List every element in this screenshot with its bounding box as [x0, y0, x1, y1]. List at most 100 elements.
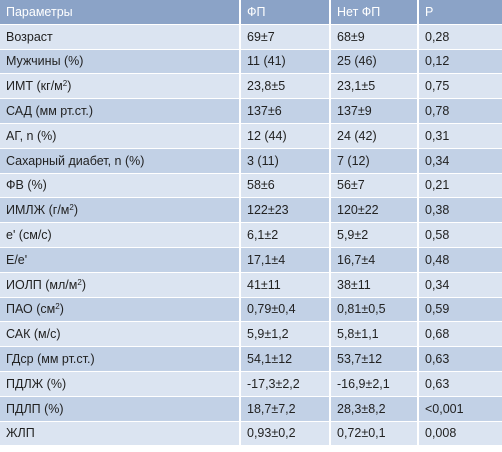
table-row: ПДЛЖ (%) -17,3±2,2 -16,9±2,1 0,63: [0, 371, 502, 397]
parameter-cell: ФВ (%): [0, 173, 241, 199]
no-af-value-cell: 53,7±12: [330, 346, 419, 372]
table-row: ПДЛП (%) 18,7±7,2 28,3±8,2 <0,001: [0, 396, 502, 422]
p-value-cell: 0,12: [418, 49, 502, 75]
p-value-cell: 0,48: [418, 247, 502, 273]
no-af-value-cell: 56±7: [330, 173, 419, 199]
parameter-label: ПДЛЖ (%): [6, 376, 67, 391]
table-row: Мужчины (%) 11 (41) 25 (46) 0,12: [0, 49, 502, 75]
no-af-value-cell: 0,72±0,1: [330, 421, 419, 447]
parameter-suffix: ): [59, 302, 64, 317]
p-value-cell: <0,001: [418, 396, 502, 422]
parameter-suffix: ): [73, 203, 79, 218]
header-af: ФП: [240, 0, 331, 25]
table-row: Возраст 69±7 68±9 0,28: [0, 24, 502, 50]
no-af-value-cell: 0,81±0,5: [330, 297, 419, 323]
p-value-cell: 0,31: [418, 123, 502, 149]
no-af-value-cell: 120±22: [330, 197, 419, 224]
p-value-cell: 0,34: [418, 272, 502, 298]
p-value-cell: 0,21: [418, 173, 502, 199]
parameter-label: Возраст: [6, 29, 53, 44]
af-value-cell: 3 (11): [240, 148, 331, 174]
no-af-value-cell: 28,3±8,2: [330, 396, 419, 422]
parameter-label: E/e': [6, 252, 28, 267]
af-value-cell: 41±11: [240, 272, 331, 298]
no-af-value-cell: 16,7±4: [330, 247, 419, 273]
parameter-suffix: ): [67, 79, 72, 94]
no-af-value-cell: 5,9±2: [330, 222, 419, 248]
af-value-cell: 69±7: [240, 24, 331, 50]
table-row: ИОЛП (мл/м2) 41±11 38±11 0,34: [0, 272, 502, 298]
header-p-value: P: [418, 0, 502, 25]
table-row: САД (мм рт.ст.) 137±6 137±9 0,78: [0, 98, 502, 124]
no-af-value-cell: -16,9±2,1: [330, 371, 419, 397]
parameter-cell: ЖЛП: [0, 421, 241, 447]
parameter-label: Сахарный диабет, n (%): [6, 153, 145, 168]
parameter-label: АГ, n (%): [6, 128, 57, 143]
no-af-value-cell: 137±9: [330, 98, 419, 124]
parameter-superscript: 2: [55, 302, 60, 312]
parameter-cell: Сахарный диабет, n (%): [0, 148, 241, 174]
header-parameters: Параметры: [0, 0, 241, 25]
af-value-cell: 6,1±2: [240, 222, 331, 248]
table-row: АГ, n (%) 12 (44) 24 (42) 0,31: [0, 123, 502, 149]
table-row: e' (см/с) 6,1±2 5,9±2 0,58: [0, 222, 502, 248]
parameter-label: ПАО (см: [6, 302, 56, 317]
no-af-value-cell: 68±9: [330, 24, 419, 50]
parameter-cell: ГДср (мм рт.ст.): [0, 346, 241, 372]
header-no-af: Нет ФП: [330, 0, 419, 25]
parameter-label: ГДср (мм рт.ст.): [6, 352, 95, 367]
parameter-cell: ПАО (см2): [0, 297, 241, 323]
parameter-label: Мужчины (%): [6, 54, 84, 69]
table-row: Сахарный диабет, n (%) 3 (11) 7 (12) 0,34: [0, 148, 502, 174]
parameter-label: ЖЛП: [6, 426, 35, 441]
parameter-cell: ИМТ (кг/м2): [0, 73, 241, 100]
parameter-label: САД (мм рт.ст.): [6, 104, 93, 119]
af-value-cell: 17,1±4: [240, 247, 331, 273]
no-af-value-cell: 38±11: [330, 272, 419, 298]
no-af-value-cell: 25 (46): [330, 49, 419, 75]
parameter-superscript: 2: [77, 277, 82, 287]
parameter-cell: ИМЛЖ (г/м2): [0, 197, 241, 224]
parameter-cell: ИОЛП (мл/м2): [0, 272, 241, 298]
af-value-cell: 137±6: [240, 98, 331, 124]
p-value-cell: 0,38: [418, 197, 502, 224]
af-value-cell: 58±6: [240, 173, 331, 199]
p-value-cell: 0,59: [418, 297, 502, 323]
af-value-cell: 11 (41): [240, 49, 331, 75]
table-row: E/e' 17,1±4 16,7±4 0,48: [0, 247, 502, 273]
parameter-cell: Возраст: [0, 24, 241, 50]
parameter-cell: АГ, n (%): [0, 123, 241, 149]
parameter-label: ИОЛП (мл/м: [6, 277, 78, 292]
p-value-cell: 0,34: [418, 148, 502, 174]
no-af-value-cell: 5,8±1,1: [330, 321, 419, 348]
p-value-cell: 0,63: [418, 371, 502, 397]
parameter-label: ИМЛЖ (г/м: [6, 203, 70, 218]
table-row: ФВ (%) 58±6 56±7 0,21: [0, 173, 502, 199]
p-value-cell: 0,68: [418, 321, 502, 348]
af-value-cell: 23,8±5: [240, 73, 331, 100]
p-value-cell: 0,75: [418, 73, 502, 100]
af-value-cell: 0,79±0,4: [240, 297, 331, 323]
af-value-cell: 54,1±12: [240, 346, 331, 372]
af-value-cell: 12 (44): [240, 123, 331, 149]
table-body: Возраст 69±7 68±9 0,28 Мужчины (%) 11 (41) 25 …: [0, 24, 502, 447]
parameter-cell: САК (м/с): [0, 321, 241, 348]
parameter-cell: ПДЛЖ (%): [0, 371, 241, 397]
no-af-value-cell: 23,1±5: [330, 73, 419, 100]
table-row: ИМТ (кг/м2) 23,8±5 23,1±5 0,75: [0, 73, 502, 100]
p-value-cell: 0,28: [418, 24, 502, 50]
parameter-superscript: 2: [69, 203, 74, 213]
parameter-label: ИМТ (кг/м: [6, 79, 63, 94]
af-value-cell: 5,9±1,2: [240, 321, 331, 348]
table-row: ЖЛП 0,93±0,2 0,72±0,1 0,008: [0, 421, 502, 447]
p-value-cell: 0,008: [418, 421, 502, 447]
parameter-cell: Мужчины (%): [0, 49, 241, 75]
p-value-cell: 0,58: [418, 222, 502, 248]
af-value-cell: 0,93±0,2: [240, 421, 331, 447]
parameter-suffix: ): [81, 277, 86, 292]
parameter-cell: E/e': [0, 247, 241, 273]
parameter-label: e' (см/с): [6, 228, 52, 243]
af-value-cell: 122±23: [240, 197, 331, 224]
p-value-cell: 0,78: [418, 98, 502, 124]
